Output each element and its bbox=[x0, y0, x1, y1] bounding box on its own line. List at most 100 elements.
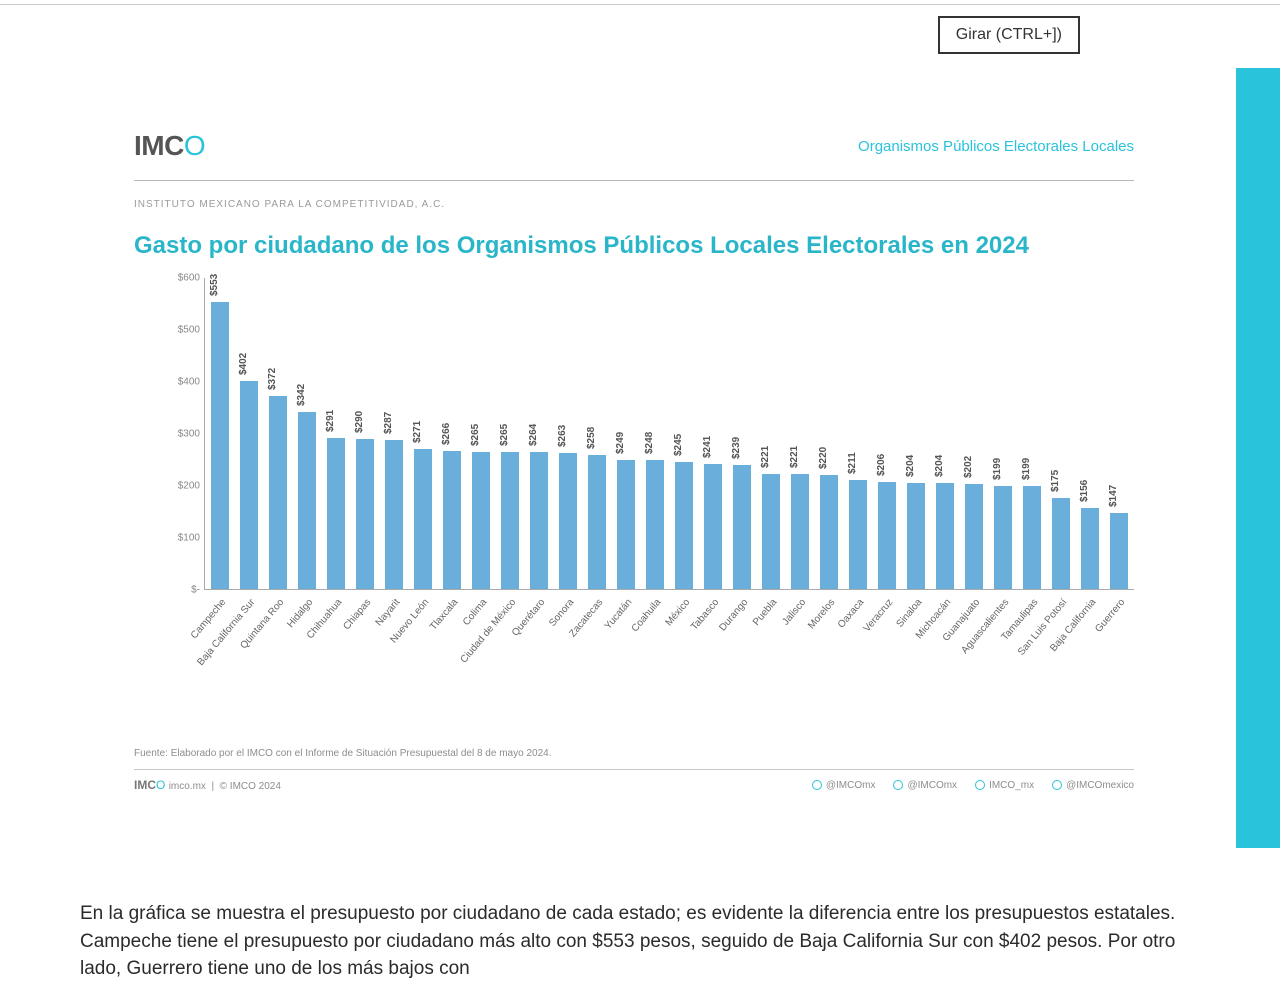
x-category-label: Morelos bbox=[806, 597, 837, 631]
bar-value-label: $175 bbox=[1050, 470, 1061, 492]
footer-copyright: © IMCO 2024 bbox=[220, 781, 281, 792]
bar-value-label: $211 bbox=[847, 452, 858, 474]
bar: $249 bbox=[617, 460, 635, 589]
social-icon bbox=[975, 780, 985, 790]
y-tick: $100 bbox=[178, 533, 200, 544]
bar: $245 bbox=[675, 462, 693, 589]
bar-value-label: $199 bbox=[1021, 458, 1032, 480]
logo-text: IMC bbox=[134, 130, 184, 161]
bar-value-label: $147 bbox=[1108, 485, 1119, 507]
bar: $402 bbox=[240, 381, 258, 589]
bar: $342 bbox=[298, 412, 316, 589]
bar-chart: $-$100$200$300$400$500$600 $553Campeche$… bbox=[158, 278, 1134, 638]
bar-value-label: $290 bbox=[354, 410, 365, 432]
bar-value-label: $245 bbox=[673, 434, 684, 456]
bar: $265 bbox=[472, 452, 490, 589]
bar-value-label: $264 bbox=[528, 424, 539, 446]
bar-value-label: $271 bbox=[412, 420, 423, 442]
bar-value-label: $220 bbox=[818, 447, 829, 469]
bar: $264 bbox=[530, 452, 548, 589]
bar-value-label: $156 bbox=[1079, 480, 1090, 502]
y-tick: $600 bbox=[178, 273, 200, 284]
plot-area: $553Campeche$402Baja California Sur$372Q… bbox=[204, 278, 1134, 590]
bar: $287 bbox=[385, 440, 403, 589]
bar: $199 bbox=[1023, 486, 1041, 589]
institute-subhead: Instituto Mexicano para la Competitivida… bbox=[134, 199, 1134, 210]
document-card: IMCO Organismos Públicos Electorales Loc… bbox=[134, 130, 1134, 792]
header-link[interactable]: Organismos Públicos Electorales Locales bbox=[858, 138, 1134, 155]
x-category-label: Tabasco bbox=[689, 597, 721, 633]
bar-value-label: $372 bbox=[266, 368, 277, 390]
chart-title: Gasto por ciudadano de los Organismos Pú… bbox=[134, 232, 1134, 260]
bar: $258 bbox=[588, 455, 606, 589]
bar-value-label: $239 bbox=[731, 437, 742, 459]
bar: $265 bbox=[501, 452, 519, 589]
side-accent-stripe bbox=[1236, 68, 1280, 848]
y-axis: $-$100$200$300$400$500$600 bbox=[158, 278, 204, 590]
x-category-label: Coahuila bbox=[630, 597, 664, 634]
imco-logo: IMCO bbox=[134, 130, 205, 162]
bar-value-label: $204 bbox=[905, 455, 916, 477]
x-category-label: Hidalgo bbox=[285, 597, 315, 630]
footer-site: imco.mx bbox=[169, 781, 206, 792]
bar: $263 bbox=[559, 453, 577, 589]
footer-logo: IMCO bbox=[134, 778, 169, 792]
bar: $271 bbox=[414, 449, 432, 589]
bar-value-label: $248 bbox=[644, 432, 655, 454]
bar: $239 bbox=[733, 465, 751, 589]
x-category-label: Tlaxcala bbox=[428, 597, 460, 633]
x-category-label: Nayarit bbox=[373, 597, 402, 628]
bar-value-label: $221 bbox=[789, 446, 800, 468]
bar-value-label: $199 bbox=[992, 458, 1003, 480]
social-icon bbox=[1052, 780, 1062, 790]
x-category-label: Veracruz bbox=[862, 597, 896, 634]
y-tick: $300 bbox=[178, 429, 200, 440]
chart-source: Fuente: Elaborado por el IMCO con el Inf… bbox=[134, 748, 1134, 770]
bar: $241 bbox=[704, 464, 722, 589]
bar-value-label: $287 bbox=[383, 412, 394, 434]
x-category-label: Colima bbox=[461, 597, 489, 628]
social-handle[interactable]: @IMCOmexico bbox=[1052, 780, 1134, 791]
bar: $147 bbox=[1110, 513, 1128, 589]
bar-value-label: $402 bbox=[237, 352, 248, 374]
social-icon bbox=[893, 780, 903, 790]
bar: $175 bbox=[1052, 498, 1070, 589]
social-handle[interactable]: @IMCOmx bbox=[893, 780, 957, 791]
bar: $202 bbox=[965, 484, 983, 589]
bar: $156 bbox=[1081, 508, 1099, 589]
footer: IMCO imco.mx | © IMCO 2024 @IMCOmx @IMCOm… bbox=[134, 778, 1134, 792]
bar: $266 bbox=[443, 451, 461, 589]
bar-value-label: $202 bbox=[963, 456, 974, 478]
x-category-label: Puebla bbox=[751, 597, 779, 628]
footer-left: IMCO imco.mx | © IMCO 2024 bbox=[134, 778, 281, 792]
rotate-button[interactable]: Girar (CTRL+]) bbox=[938, 16, 1080, 54]
bar-value-label: $204 bbox=[934, 455, 945, 477]
bar-value-label: $249 bbox=[615, 432, 626, 454]
social-handle[interactable]: IMCO_mx bbox=[975, 780, 1034, 791]
bar: $221 bbox=[762, 474, 780, 589]
bar-value-label: $241 bbox=[702, 436, 713, 458]
bar-value-label: $266 bbox=[441, 423, 452, 445]
x-category-label: Sonora bbox=[547, 597, 576, 629]
social-handle[interactable]: @IMCOmx bbox=[812, 780, 876, 791]
x-category-label: Guerrero bbox=[1094, 597, 1128, 635]
social-icon bbox=[812, 780, 822, 790]
bar: $372 bbox=[269, 396, 287, 589]
bar-value-label: $221 bbox=[760, 446, 771, 468]
bar: $553 bbox=[211, 302, 229, 589]
bar: $291 bbox=[327, 438, 345, 589]
y-tick: $400 bbox=[178, 377, 200, 388]
bar: $206 bbox=[878, 482, 896, 589]
bar: $290 bbox=[356, 439, 374, 589]
bar-value-label: $206 bbox=[876, 454, 887, 476]
bar: $211 bbox=[849, 480, 867, 589]
bar-value-label: $291 bbox=[325, 410, 336, 432]
bar: $248 bbox=[646, 460, 664, 589]
y-tick: $500 bbox=[178, 325, 200, 336]
bar: $204 bbox=[907, 483, 925, 589]
y-tick: $200 bbox=[178, 481, 200, 492]
bar: $220 bbox=[820, 475, 838, 589]
x-category-label: México bbox=[664, 597, 693, 628]
y-tick: $- bbox=[191, 585, 200, 596]
bar-value-label: $342 bbox=[295, 383, 306, 405]
